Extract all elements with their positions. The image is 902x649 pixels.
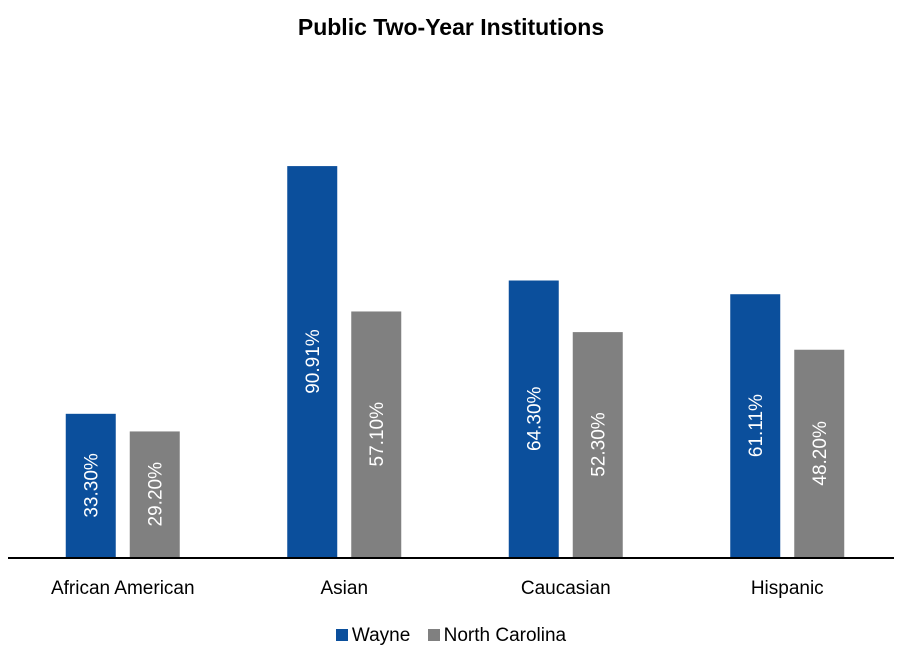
data-label-north-carolina-hispanic: 48.20% [810, 421, 831, 486]
category-label-hispanic: Hispanic [751, 578, 824, 599]
bar-north-carolina-african-american [129, 431, 180, 557]
legend-label-north-carolina: North Carolina [443, 625, 567, 646]
legend: Wayne North Carolina [0, 625, 902, 647]
data-label-north-carolina-caucasian: 52.30% [589, 412, 610, 477]
bar-north-carolina-caucasian [572, 332, 623, 557]
legend-swatch-north-carolina [427, 629, 440, 641]
chart-title: Public Two-Year Institutions [297, 14, 605, 40]
legend-label-wayne: Wayne [351, 625, 411, 646]
data-label-wayne-african-american: 33.30% [82, 453, 103, 518]
data-label-wayne-asian: 90.91% [303, 329, 324, 394]
legend-item-wayne: Wayne [335, 625, 411, 647]
category-label-caucasian: Caucasian [521, 578, 611, 599]
bar-wayne-asian [287, 166, 338, 557]
data-label-north-carolina-asian: 57.10% [367, 402, 388, 467]
bar-wayne-hispanic [730, 294, 781, 557]
bar-chart: 33.30% 29.20% African American 90.91% 57.10%… [8, 166, 894, 599]
category-label-asian: Asian [320, 578, 368, 599]
bar-north-carolina-asian [351, 311, 402, 557]
category-label-african-american: African American [51, 578, 195, 599]
data-label-north-carolina-african-american: 29.20% [146, 462, 167, 527]
bar-wayne-caucasian [508, 280, 559, 557]
bar-north-carolina-hispanic [794, 349, 845, 557]
data-label-wayne-caucasian: 64.30% [525, 386, 546, 451]
data-label-wayne-hispanic: 61.11% [746, 394, 767, 457]
legend-swatch-wayne [335, 629, 348, 641]
legend-item-north-carolina: North Carolina [427, 625, 567, 647]
bar-wayne-african-american [65, 413, 116, 557]
